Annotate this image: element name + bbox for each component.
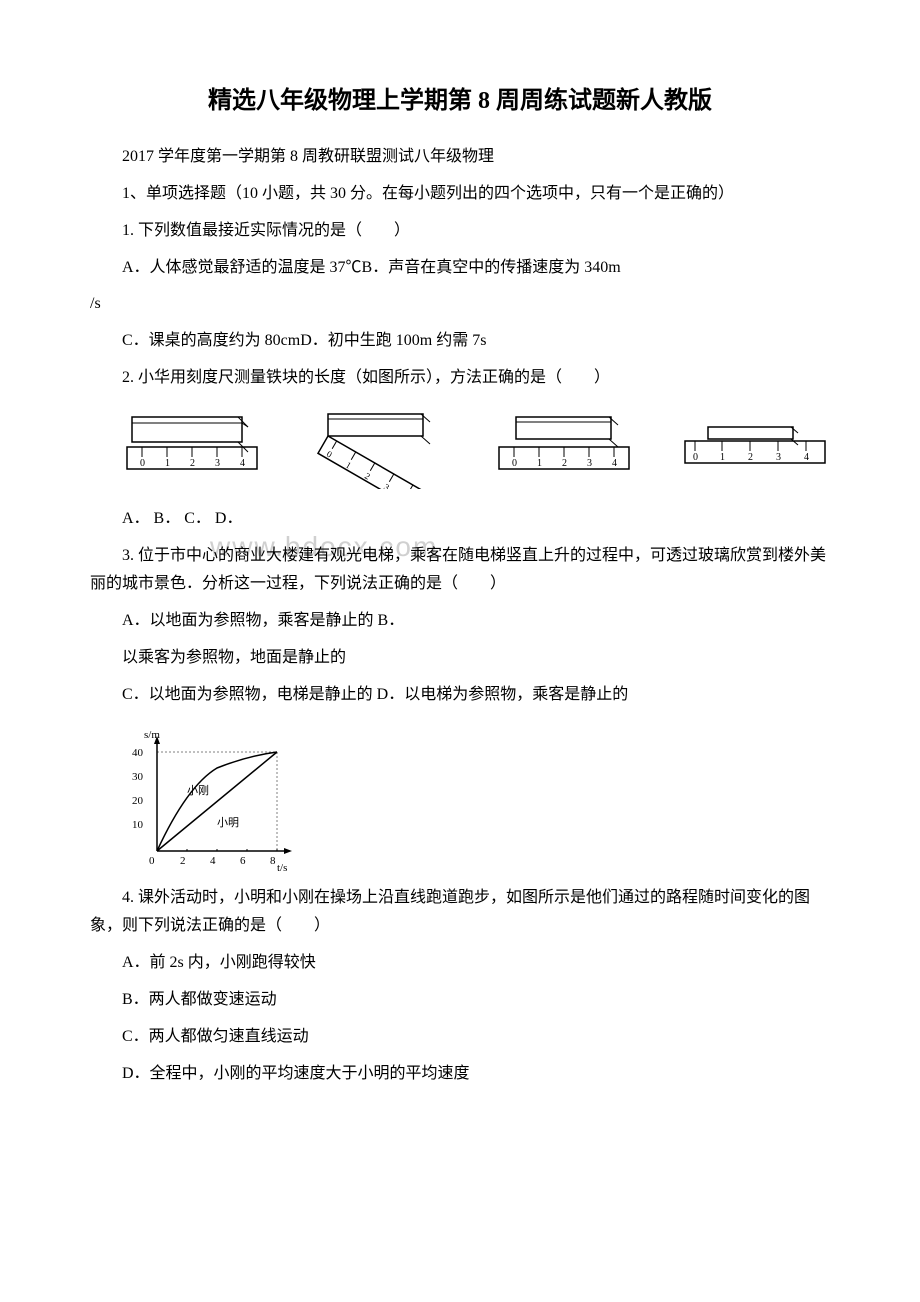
chart-line-xiaoming [157, 752, 277, 851]
question-4: 4. 课外活动时，小明和小刚在操场上沿直线跑道跑步，如图所示是他们通过的路程随时… [90, 884, 830, 942]
svg-text:4: 4 [804, 452, 809, 463]
q1-option-ab: A．人体感觉最舒适的温度是 37℃B．声音在真空中的传播速度为 340m [90, 254, 830, 283]
question-3: 3. 位于市中心的商业大楼建有观光电梯，乘客在随电梯竖直上升的过程中，可透过玻璃… [90, 542, 830, 600]
svg-text:2: 2 [190, 458, 195, 469]
svg-text:4: 4 [612, 458, 617, 469]
q2-answer-options: A． B． C． D． [90, 505, 830, 534]
chart-xtick-6: 6 [240, 855, 246, 867]
svg-text:2: 2 [748, 452, 753, 463]
svg-text:0: 0 [140, 458, 145, 469]
ruler-image-d: 0 1 2 3 4 [680, 409, 830, 489]
section-header: 1、单项选择题（10 小题，共 30 分。在每小题列出的四个选项中，只有一个是正… [90, 180, 830, 209]
chart-origin: 0 [149, 855, 155, 867]
chart-ytick-10: 10 [132, 819, 144, 831]
page-title: 精选八年级物理上学期第 8 周周练试题新人教版 [90, 80, 830, 123]
question-1: 1. 下列数值最接近实际情况的是（ ） [90, 217, 830, 246]
chart-xtick-4: 4 [210, 855, 216, 867]
q4-option-a: A．前 2s 内，小刚跑得较快 [90, 949, 830, 978]
svg-text:3: 3 [776, 452, 781, 463]
svg-text:2: 2 [562, 458, 567, 469]
ruler-image-a: 0 1 2 3 4 [122, 409, 272, 489]
svg-text:3: 3 [215, 458, 220, 469]
q4-option-b: B．两人都做变速运动 [90, 986, 830, 1015]
svg-text:1: 1 [720, 452, 725, 463]
q4-option-c: C．两人都做匀速直线运动 [90, 1023, 830, 1052]
chart-ytick-40: 40 [132, 747, 144, 759]
ruler-image-c: 0 1 2 3 4 [494, 409, 644, 489]
svg-text:0: 0 [512, 458, 517, 469]
svg-text:1: 1 [537, 458, 542, 469]
q3-option-ab-cont: 以乘客为参照物，地面是静止的 [90, 644, 830, 673]
q3-option-ab: A．以地面为参照物，乘客是静止的 B． [90, 607, 830, 636]
chart-xtick-2: 2 [180, 855, 186, 867]
subtitle: 2017 学年度第一学期第 8 周教研联盟测试八年级物理 [90, 143, 830, 172]
ruler-image-b: 0 1 2 3 4 [308, 409, 458, 489]
q3-option-cd: C．以地面为参照物，电梯是静止的 D．以电梯为参照物，乘客是静止的 [90, 681, 830, 710]
svg-text:4: 4 [240, 458, 245, 469]
chart-xlabel: t/s [277, 862, 287, 874]
chart-label-xiaogang: 小刚 [187, 784, 209, 797]
svg-text:1: 1 [165, 458, 170, 469]
ruler-images-row: 0 1 2 3 4 0 1 2 3 4 [90, 401, 830, 505]
chart-ytick-30: 30 [132, 771, 144, 783]
q1-option-cd: C．课桌的高度约为 80cmD．初中生跑 100m 约需 7s [90, 327, 830, 356]
q1-option-ab-cont: /s [90, 290, 830, 319]
question-2: 2. 小华用刻度尺测量铁块的长度（如图所示），方法正确的是（ ） [90, 364, 830, 393]
q4-option-d: D．全程中，小刚的平均速度大于小明的平均速度 [90, 1060, 830, 1089]
svg-text:3: 3 [587, 458, 592, 469]
chart-label-xiaoming: 小明 [217, 816, 239, 829]
distance-time-chart: s/m 40 30 20 10 0 2 4 6 8 t/s 小刚 小明 [90, 718, 830, 884]
chart-xtick-8: 8 [270, 855, 276, 867]
chart-ytick-20: 20 [132, 795, 144, 807]
svg-text:0: 0 [693, 452, 698, 463]
